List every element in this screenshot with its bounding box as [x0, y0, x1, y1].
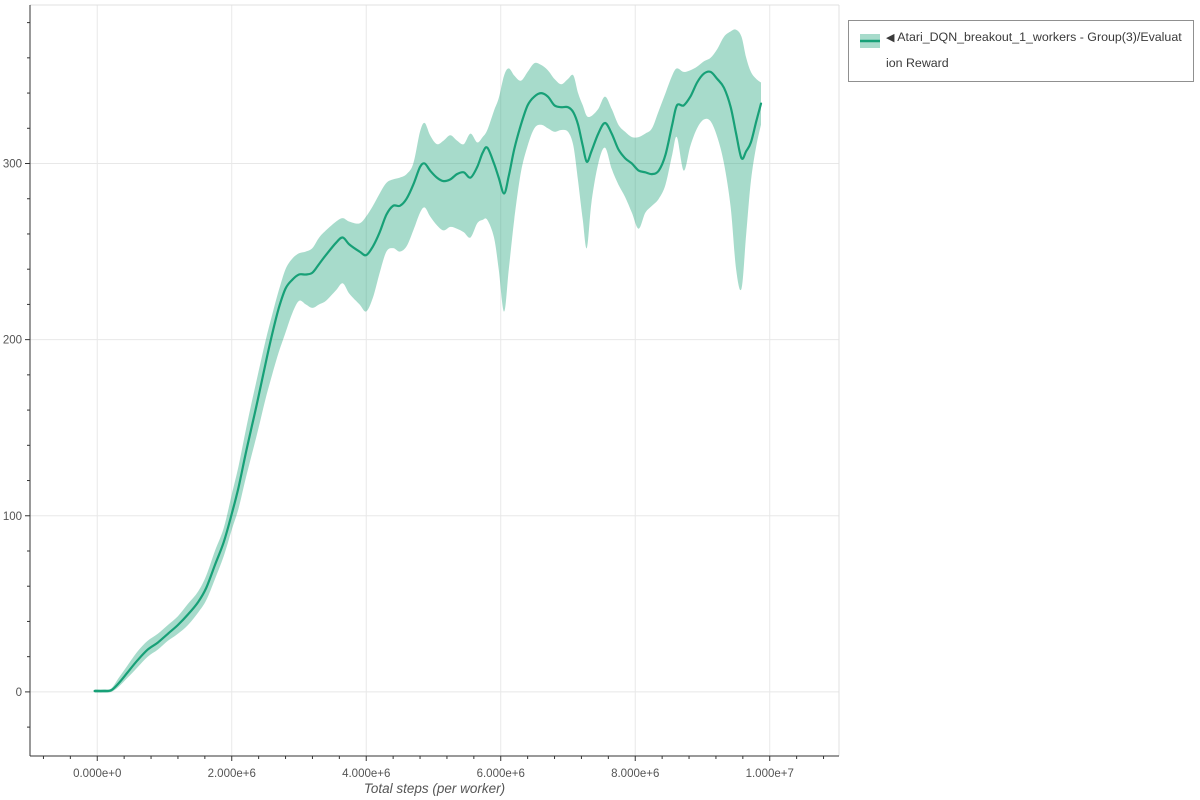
y-tick-label: 100 — [3, 511, 22, 523]
series-band-swatch-icon — [860, 34, 880, 48]
mean-line — [93, 70, 763, 693]
tick-marks — [25, 22, 825, 761]
plot-border — [30, 4, 840, 756]
x-tick-label: 6.000e+6 — [477, 768, 525, 780]
plot-area[interactable] — [30, 5, 839, 756]
x-tick-label: 8.000e+6 — [611, 768, 659, 780]
confidence-band — [94, 29, 762, 693]
gridlines — [30, 5, 839, 756]
series-name: Atari_DQN_breakout_1_workers - Group(3)/… — [886, 30, 1182, 70]
y-tick-label: 200 — [3, 335, 22, 347]
legend-item[interactable]: ◀ Atari_DQN_breakout_1_workers - Group(3… — [859, 25, 1183, 76]
axes — [29, 5, 839, 757]
x-tick-label: 1.000e+7 — [746, 768, 794, 780]
y-tick-label: 300 — [3, 159, 22, 171]
legend: ◀ Atari_DQN_breakout_1_workers - Group(3… — [848, 20, 1194, 82]
x-tick-label: 0.000e+0 — [73, 768, 121, 780]
x-tick-label: 4.000e+6 — [342, 768, 390, 780]
tick-labels: 0.000e+0 2.000e+6 4.000e+6 6.000e+6 8.000e+6… — [3, 159, 794, 780]
y-tick-label: 0 — [16, 687, 22, 699]
collapse-indicator-icon: ◀ — [886, 32, 895, 44]
x-tick-label: 2.000e+6 — [208, 768, 256, 780]
series-atari-dqn — [93, 29, 763, 693]
legend-label: ◀ Atari_DQN_breakout_1_workers - Group(3… — [886, 25, 1183, 76]
